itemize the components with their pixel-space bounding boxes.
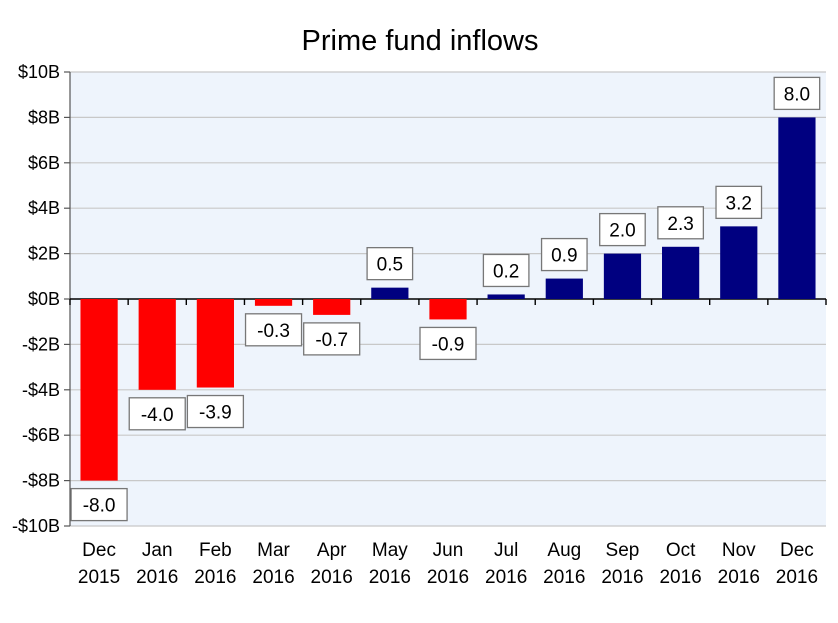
data-label-box (773, 76, 821, 111)
y-tick-label: $8B (28, 107, 60, 127)
data-label-text: 0.9 (551, 246, 577, 267)
data-label-text: -8.0 (83, 496, 116, 517)
data-label-text: 0.5 (377, 255, 403, 276)
y-tick-label: $6B (28, 153, 60, 173)
x-tick-month: Dec (780, 540, 814, 561)
bar-12 (778, 117, 816, 300)
bar-7 (487, 294, 525, 299)
x-tick-year: 2016 (601, 567, 643, 588)
x-tick-year: 2016 (427, 567, 469, 588)
x-tick-year: 2016 (252, 567, 294, 588)
x-tick-month: May (372, 540, 408, 561)
bar-4 (313, 299, 351, 315)
x-tick-year: 2015 (78, 567, 120, 588)
data-label-box (657, 206, 705, 240)
data-label-text: 2.0 (609, 221, 635, 242)
data-label-text: 3.2 (726, 193, 752, 214)
data-label-text: 0.2 (493, 261, 519, 282)
x-tick-month: Jan (142, 540, 173, 561)
data-label-text: -4.0 (141, 405, 174, 426)
bar-5 (371, 287, 409, 299)
data-label-text: -0.7 (315, 330, 348, 351)
data-label-4: -0.7 (303, 322, 361, 356)
data-label-box (244, 313, 303, 347)
y-tick-label: -$4B (22, 380, 60, 400)
bar-1 (138, 299, 176, 390)
data-label-box (366, 246, 414, 281)
x-tick-month: Dec (82, 540, 116, 561)
y-tick-label: $2B (28, 244, 60, 264)
data-label-box (482, 253, 530, 288)
bar-2 (196, 299, 234, 388)
x-tick-year: 2016 (543, 567, 585, 588)
data-label-6: -0.9 (419, 326, 477, 361)
y-tick-label: -$2B (22, 334, 60, 354)
y-tick-label: $4B (28, 198, 60, 218)
x-tick-month: Oct (666, 540, 696, 561)
data-label-5: 0.5 (366, 246, 414, 281)
data-label-text: 8.0 (784, 84, 810, 105)
data-label-box (419, 326, 477, 361)
data-label-box (303, 322, 361, 356)
chart-title: Prime fund inflows (302, 25, 539, 57)
bar-10 (662, 246, 700, 299)
y-tick-label: $10B (18, 62, 60, 82)
x-tick-labels: Dec 2015 Jan 2016 Feb 2016 Mar 2016 Apr 2016 May 20… (78, 540, 818, 588)
data-labels: -8.0 -4.0 -3.9 -0.3 -0.7 0.5 -0.9 0.2 0.9 2.0 2.3 3… (70, 76, 821, 522)
data-label-box (186, 394, 245, 429)
x-tick-month: Feb (199, 540, 232, 561)
bar-3 (254, 299, 293, 306)
x-tick-month: Jun (433, 540, 464, 561)
x-tick-month: Apr (317, 540, 347, 561)
x-tick-month: Sep (606, 540, 640, 561)
y-tick-label: -$6B (22, 425, 60, 445)
bar-0 (80, 299, 118, 481)
data-label-3: -0.3 (244, 313, 303, 347)
data-label-7: 0.2 (482, 253, 530, 288)
x-tick-month: Mar (257, 540, 290, 561)
y-tick-label: -$10B (12, 516, 60, 536)
x-tick-year: 2016 (718, 567, 760, 588)
data-label-box (70, 487, 128, 522)
y-tick-label: $0B (28, 289, 60, 309)
data-label-box (715, 185, 763, 220)
data-label-11: 3.2 (715, 185, 763, 220)
bar-8 (545, 278, 583, 299)
data-label-text: -3.9 (199, 403, 232, 424)
data-label-box (540, 237, 588, 272)
data-label-9: 2.0 (599, 212, 646, 247)
y-tick-labels: $10B $8B $6B $4B $2B $0B -$2B -$4B -$6B -$8B -$10B (12, 62, 60, 536)
data-label-text: 2.3 (667, 214, 693, 235)
bar-11 (720, 226, 758, 299)
x-tick-year: 2016 (776, 567, 818, 588)
bars (80, 117, 816, 481)
x-tick-year: 2016 (136, 567, 178, 588)
data-label-2: -3.9 (186, 394, 245, 429)
bar-6 (429, 299, 467, 320)
data-label-1: -4.0 (128, 397, 186, 431)
data-label-box (128, 397, 186, 431)
data-label-box (599, 212, 646, 247)
x-tick-year: 2016 (194, 567, 236, 588)
x-tick-year: 2016 (659, 567, 701, 588)
data-label-10: 2.3 (657, 206, 705, 240)
data-label-8: 0.9 (540, 237, 588, 272)
data-label-12: 8.0 (773, 76, 821, 111)
x-tick-year: 2016 (311, 567, 353, 588)
data-label-text: -0.9 (432, 334, 465, 355)
x-tick-month: Nov (722, 540, 756, 561)
x-tick-month: Jul (494, 540, 518, 561)
bar-9 (603, 253, 642, 299)
x-tick-year: 2016 (485, 567, 527, 588)
data-label-0: -8.0 (70, 487, 128, 522)
data-label-text: -0.3 (257, 321, 290, 342)
y-tick-label: -$8B (22, 471, 60, 491)
x-tick-year: 2016 (369, 567, 411, 588)
x-tick-month: Aug (547, 540, 581, 561)
